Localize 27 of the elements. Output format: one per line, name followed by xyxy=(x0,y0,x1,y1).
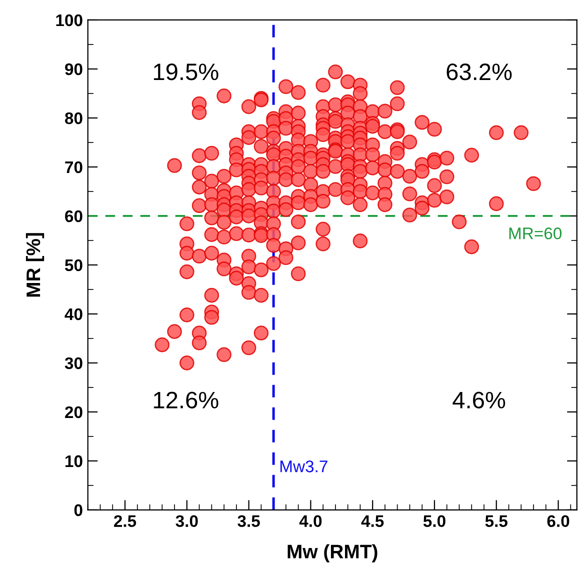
annotation: 4.6% xyxy=(452,392,506,408)
y-tick-label: 50 xyxy=(64,259,82,272)
ref-line-label: MR=60 xyxy=(509,228,562,240)
x-tick-label: 6.0 xyxy=(547,515,570,528)
y-tick-label: 90 xyxy=(65,63,82,76)
x-tick-label: 3.0 xyxy=(176,515,198,528)
x-tick-label: 4.5 xyxy=(361,515,384,528)
y-tick-label: 100 xyxy=(56,14,82,26)
y-tick-label: 10 xyxy=(66,455,82,468)
annotation: 63.2% xyxy=(446,63,512,80)
x-tick-label: 3.5 xyxy=(238,515,260,528)
y-tick-label: 0 xyxy=(74,504,82,516)
x-tick-label: 5.0 xyxy=(423,515,446,528)
annotation: 19.5% xyxy=(154,63,218,80)
x-tick-label: 2.5 xyxy=(114,515,136,528)
annotation: 12.6% xyxy=(154,392,218,408)
y-tick-label: 40 xyxy=(64,308,82,320)
y-tick-label: 30 xyxy=(64,357,82,370)
y-axis-title: MR [%] xyxy=(26,233,44,297)
y-tick-label: 70 xyxy=(65,161,82,174)
y-tick-label: 20 xyxy=(65,406,82,418)
x-tick-label: 4.0 xyxy=(299,515,322,528)
x-axis-title: Mw (RMT) xyxy=(288,544,378,562)
x-tick-label: 5.5 xyxy=(485,515,508,528)
ref-line-label: Mw3.7 xyxy=(280,460,328,472)
y-tick-label: 80 xyxy=(64,112,82,124)
y-tick-label: 60 xyxy=(65,210,82,222)
